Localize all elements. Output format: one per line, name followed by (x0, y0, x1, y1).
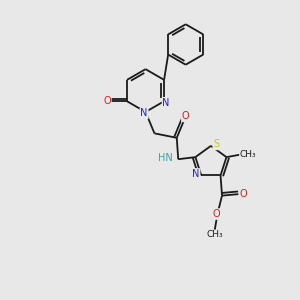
Text: O: O (103, 96, 111, 106)
Text: HN: HN (158, 153, 173, 163)
Text: O: O (182, 111, 190, 122)
Text: CH₃: CH₃ (240, 150, 256, 159)
Text: S: S (213, 140, 219, 149)
Text: CH₃: CH₃ (206, 230, 223, 239)
Text: N: N (192, 169, 200, 179)
Text: N: N (163, 98, 170, 108)
Text: O: O (240, 189, 247, 199)
Text: N: N (140, 108, 148, 118)
Text: O: O (213, 209, 220, 219)
